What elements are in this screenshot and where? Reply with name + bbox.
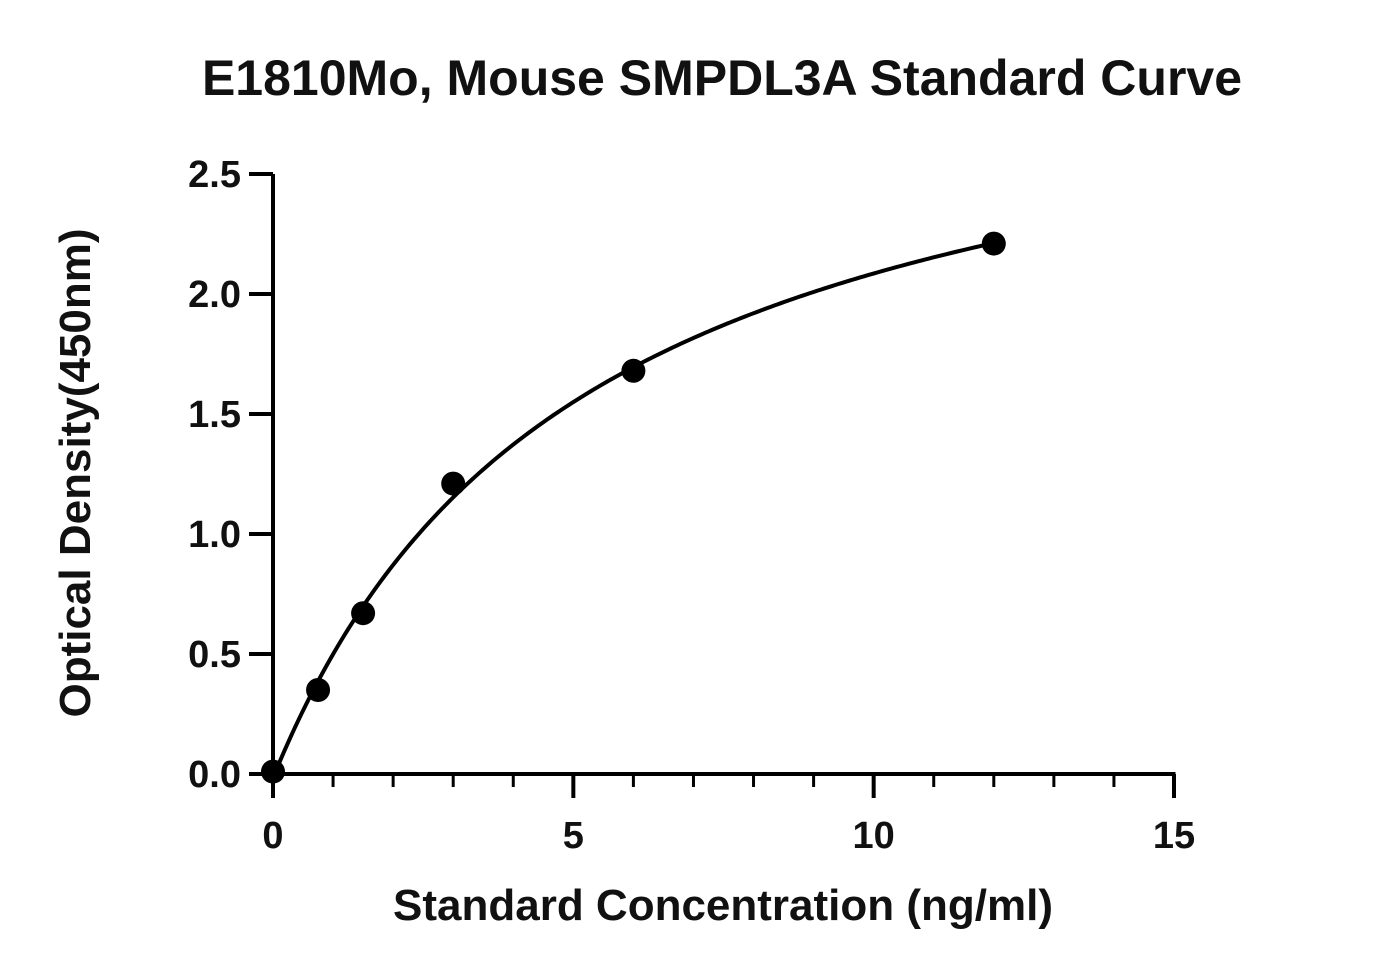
x-tick-label: 10: [853, 815, 895, 857]
y-tick-label: 1.5: [188, 394, 241, 436]
axes: 0.0 0.5 1.0 1.5 2.0 2.5 0 5 10 15: [188, 154, 1195, 857]
y-axis-label: Optical Density(450nm): [51, 228, 100, 717]
x-tick-label: 0: [262, 815, 283, 857]
y-tick-label: 0.0: [188, 754, 241, 796]
x-tick-label: 15: [1153, 815, 1195, 857]
fit-curve: [271, 241, 995, 779]
fit-curve-layer: [271, 241, 995, 779]
data-point: [981, 231, 1006, 256]
data-point: [351, 601, 376, 626]
data-point: [306, 678, 331, 702]
y-tick-label: 1.0: [188, 514, 241, 556]
data-point: [441, 471, 466, 496]
chart-title: E1810Mo, Mouse SMPDL3A Standard Curve: [202, 50, 1242, 106]
data-point: [261, 759, 285, 784]
y-tick-label: 2.5: [188, 154, 241, 196]
y-tick-label: 0.5: [188, 634, 241, 676]
x-tick-label: 5: [563, 815, 584, 857]
x-axis-label: Standard Concentration (ng/ml): [393, 881, 1053, 930]
data-point: [621, 358, 646, 383]
data-points: [261, 231, 1006, 784]
y-tick-label: 2.0: [188, 274, 241, 316]
